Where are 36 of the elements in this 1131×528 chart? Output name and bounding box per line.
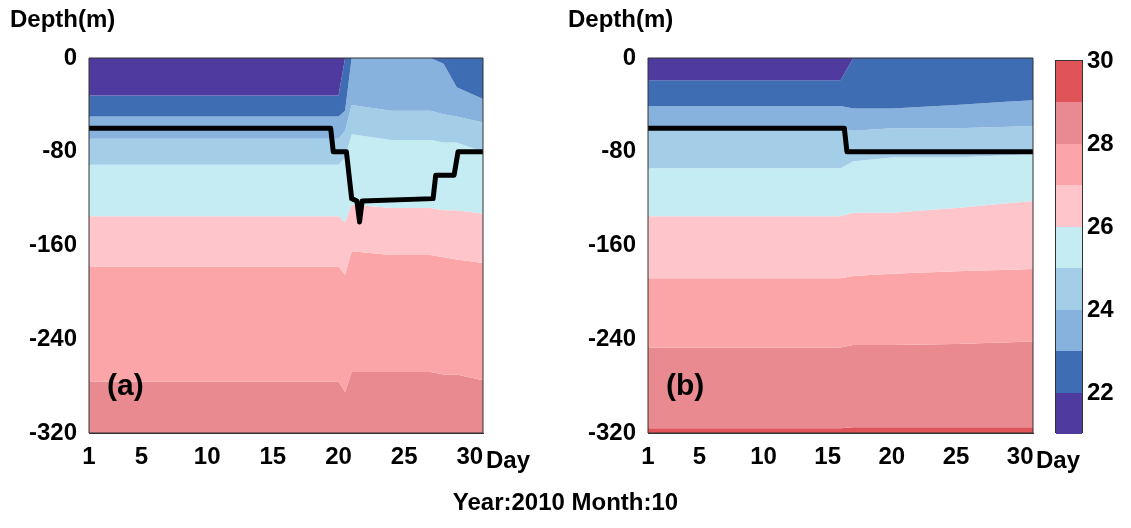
y-tick-label: -240 (587, 323, 636, 351)
y-tick-label: 0 (622, 42, 636, 70)
x-tick-label: 30 (456, 442, 484, 470)
x-tick-label: 5 (134, 442, 149, 470)
x-tick-label: 15 (814, 442, 842, 470)
y-tick-label: -320 (28, 417, 77, 445)
y-tick-label: 0 (63, 42, 77, 70)
x-tick-label: 1 (641, 442, 655, 470)
y-tick-label: -160 (587, 230, 636, 258)
y-tick-label: -240 (28, 323, 77, 351)
x-tick-label: 10 (193, 442, 221, 470)
color-bar-label: 30 (1087, 46, 1114, 74)
color-bar-label: 28 (1087, 128, 1114, 157)
color-bar-label: 26 (1087, 211, 1114, 240)
y-tick-label: -160 (28, 230, 77, 258)
y-axis-title: Depth(m) (568, 5, 674, 32)
y-tick-label: -80 (601, 136, 636, 164)
text: Year:2010 Month:10 (451, 488, 680, 516)
color-bar-label: 22 (1087, 377, 1114, 406)
x-axis-title: Day (1036, 446, 1081, 473)
x-tick-label: 20 (325, 442, 352, 470)
x-tick-label: 15 (259, 442, 287, 470)
x-tick-label: 25 (942, 442, 970, 470)
x-tick-label: 20 (878, 442, 906, 470)
x-tick-label: 5 (692, 442, 707, 470)
x-tick-label: 10 (750, 442, 777, 470)
color-bar-label: 24 (1087, 294, 1114, 323)
x-tick-label: 1 (82, 442, 96, 470)
annotation: (b) (666, 368, 705, 401)
y-tick-label: -80 (42, 136, 77, 164)
annotation: (a) (107, 368, 144, 401)
y-axis-title: Depth(m) (10, 5, 116, 32)
x-tick-label: 30 (1006, 442, 1034, 470)
x-tick-label: 25 (390, 442, 418, 470)
x-axis-title: Day (486, 446, 531, 473)
y-tick-label: -320 (587, 417, 636, 445)
